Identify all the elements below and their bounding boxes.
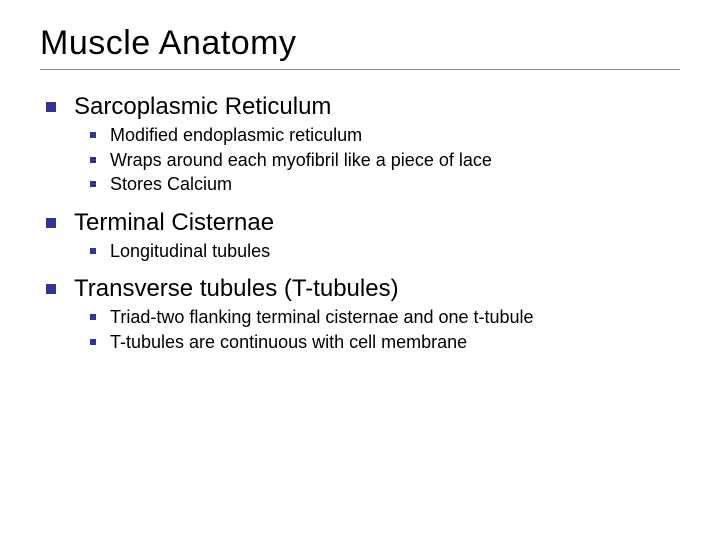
bullet-icon	[46, 218, 56, 228]
list-item-label: Modified endoplasmic reticulum	[110, 124, 362, 147]
list-item: Modified endoplasmic reticulum	[90, 124, 680, 147]
bullet-icon	[90, 314, 96, 320]
page-title: Muscle Anatomy	[40, 24, 680, 70]
list-item-label: Longitudinal tubules	[110, 240, 270, 263]
list-item-label: Triad-two flanking terminal cisternae an…	[110, 306, 534, 329]
list-item: Longitudinal tubules	[90, 240, 680, 263]
list-item: Stores Calcium	[90, 173, 680, 196]
bullet-icon	[90, 339, 96, 345]
list-item-label: Terminal Cisternae	[74, 208, 274, 238]
list-item-label: Transverse tubules (T-tubules)	[74, 274, 399, 304]
bullet-icon	[46, 102, 56, 112]
list-item-label: Stores Calcium	[110, 173, 232, 196]
list-item: Transverse tubules (T-tubules)	[46, 274, 680, 304]
list-item-label: Wraps around each myofibril like a piece…	[110, 149, 492, 172]
list-item: T-tubules are continuous with cell membr…	[90, 331, 680, 354]
bullet-icon	[90, 248, 96, 254]
list-item: Wraps around each myofibril like a piece…	[90, 149, 680, 172]
list-item-label: Sarcoplasmic Reticulum	[74, 92, 331, 122]
list-item: Sarcoplasmic Reticulum	[46, 92, 680, 122]
list-item: Terminal Cisternae	[46, 208, 680, 238]
slide: Muscle Anatomy Sarcoplasmic Reticulum Mo…	[0, 0, 720, 540]
bullet-icon	[90, 157, 96, 163]
bullet-icon	[46, 284, 56, 294]
list-item-label: T-tubules are continuous with cell membr…	[110, 331, 467, 354]
bullet-icon	[90, 132, 96, 138]
slide-body: Sarcoplasmic Reticulum Modified endoplas…	[40, 92, 680, 353]
bullet-icon	[90, 181, 96, 187]
list-item: Triad-two flanking terminal cisternae an…	[90, 306, 680, 329]
